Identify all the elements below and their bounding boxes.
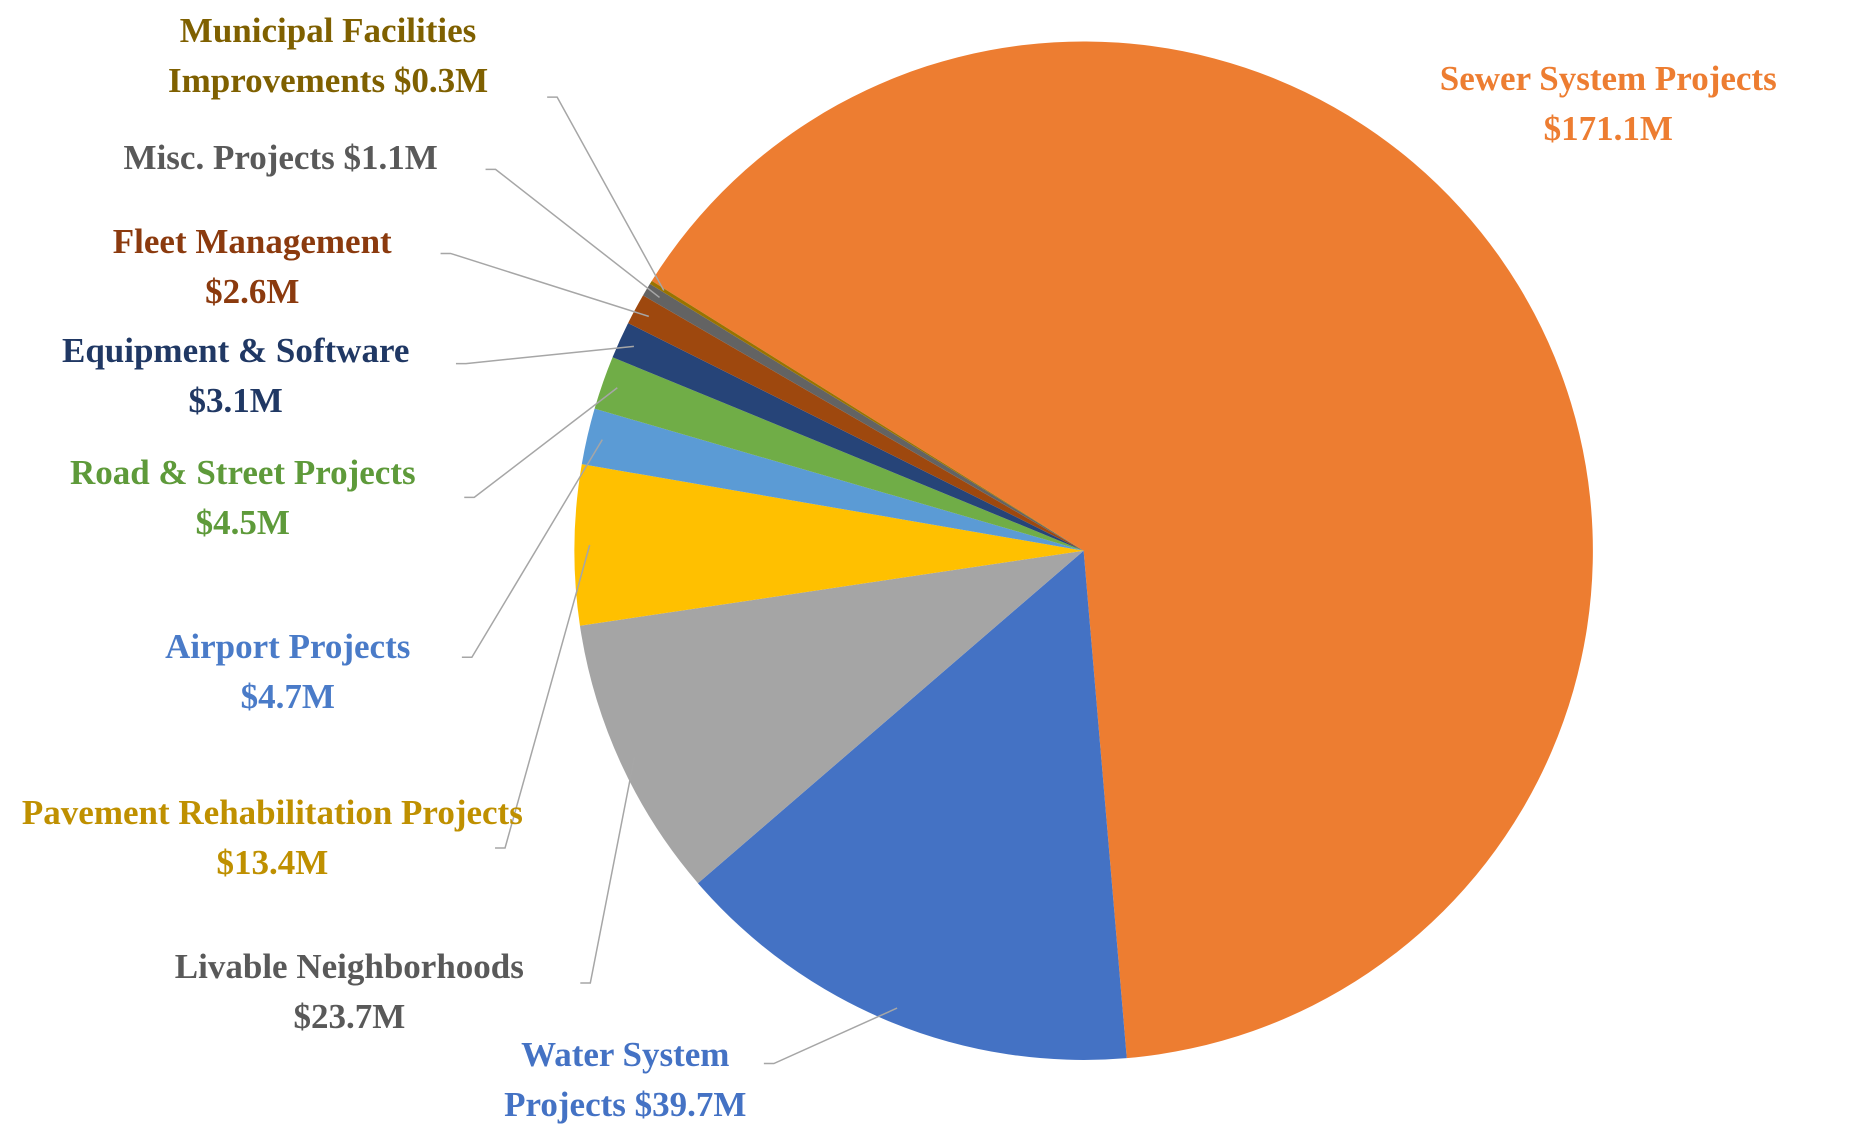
value-label: $4.7M	[240, 676, 335, 716]
pie-slice	[651, 41, 1593, 1059]
leader-line	[455, 345, 634, 365]
value-label: $3.1M	[188, 380, 283, 420]
leader-line	[485, 168, 660, 299]
pie-slice	[581, 408, 1084, 551]
pie-slice	[643, 283, 1084, 551]
leader-line	[547, 96, 665, 291]
category-label: Pavement Rehabilitation Projects	[21, 792, 523, 832]
slice-label: Equipment & Software $3.1M	[0, 326, 484, 426]
value-label: $0.3M	[393, 60, 489, 100]
slice-label: Livable Neighborhoods $23.7M	[77, 942, 622, 1042]
leader-line	[461, 439, 603, 659]
slice-label: Water System Projects $39.7M	[460, 1030, 792, 1125]
category-label: Misc. Projects	[123, 137, 335, 177]
slice-label: Municipal Facilities Improvements $0.3M	[100, 6, 556, 106]
pie-slice	[649, 280, 1084, 551]
pie-slice	[579, 550, 1084, 884]
pie-slice	[628, 295, 1084, 551]
value-label: $13.4M	[216, 842, 329, 882]
slice-label: Fleet Management $2.6M	[51, 217, 454, 317]
leader-line	[580, 756, 636, 984]
slice-label: Airport Projects $4.7M	[110, 622, 465, 722]
category-label: Road & Street Projects	[69, 452, 416, 492]
value-label: $171.1M	[1543, 109, 1673, 149]
category-label: Municipal Facilities Improvements	[167, 10, 477, 100]
category-label: Water System Projects	[504, 1035, 730, 1125]
value-label: $4.5M	[195, 502, 290, 542]
value-label: $2.6M	[205, 271, 300, 311]
category-label: Livable Neighborhoods	[174, 946, 524, 986]
slice-label: Road & Street Projects $4.5M	[0, 448, 491, 548]
category-label: Fleet Management	[112, 221, 392, 261]
category-label: Airport Projects	[165, 626, 411, 666]
leader-line	[464, 387, 618, 499]
slice-label: Misc. Projects $1.1M	[56, 133, 506, 183]
leader-line	[763, 1007, 898, 1065]
value-label: $23.7M	[293, 996, 406, 1036]
value-label: $39.7M	[634, 1085, 747, 1125]
leader-line	[440, 252, 650, 318]
slice-label: Pavement Rehabilitation Projects $13.4M	[12, 788, 533, 888]
slice-label: Sewer System Projects $171.1M	[1360, 54, 1851, 154]
pie-slice	[594, 357, 1084, 551]
pie-slice	[574, 464, 1084, 626]
pie-slice	[697, 550, 1127, 1060]
category-label: Sewer System Projects	[1439, 59, 1777, 99]
category-label: Equipment & Software	[61, 330, 410, 370]
pie-slice	[612, 323, 1084, 551]
value-label: $1.1M	[343, 137, 438, 177]
leader-line	[495, 544, 591, 849]
